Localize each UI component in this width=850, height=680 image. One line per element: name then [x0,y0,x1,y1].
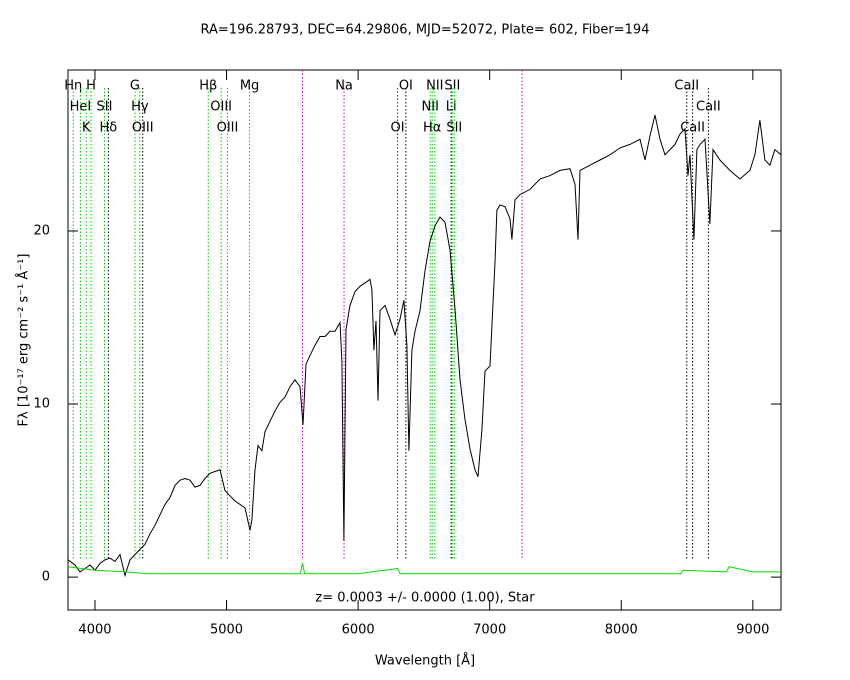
spectral-line-label: CaII [680,121,705,136]
spectral-line-label: Hβ [199,79,217,94]
annotation: z= 0.0003 +/- 0.0000 (1.00), Star [315,591,535,606]
spectral-line-label: Na [335,79,353,94]
x-tick-label: 6000 [342,623,375,638]
chart-title: RA=196.28793, DEC=64.29806, MJD=52072, P… [201,23,650,38]
spectral-line-label: SII [446,121,462,136]
x-tick-label: 9000 [736,623,769,638]
spectral-line-label: OI [391,121,405,136]
spectral-line-label: Mg [240,79,259,94]
x-tick-label: 8000 [605,623,638,638]
spectral-line-label: HeI [70,100,92,115]
flux-line [67,114,782,578]
spectral-line-label: H [86,79,96,94]
y-tick-label: 20 [33,223,50,238]
spectral-line-label: Li [446,100,457,115]
spectral-line-label: Hη [64,79,82,94]
y-tick-label: 10 [33,397,50,412]
y-axis-label: Fλ [10⁻¹⁷ erg cm⁻² s⁻¹ Å⁻¹] [16,254,32,427]
spectral-line-label: OIII [132,121,154,136]
x-tick-label: 4000 [78,623,111,638]
spectral-line-label: Hδ [100,121,118,136]
y-tick-label: 0 [42,570,50,585]
spectral-line-label: CaII [696,100,721,115]
x-tick-label: 5000 [210,623,243,638]
plot-frame [67,69,782,611]
spectral-line-label: OIII [217,121,239,136]
spectral-line-label: G [130,79,140,94]
spectral-line-label: SII [96,100,112,115]
spectral-line-label: NII [426,79,443,94]
spectral-line-label: Hα [423,121,441,136]
error-line [67,563,781,575]
spectral-line-label: Hγ [131,100,149,115]
x-axis-label: Wavelength [Å] [375,653,475,669]
spectral-line-label: OIII [210,100,232,115]
spectral-line-label: SII [444,79,460,94]
spectral-line-label: OI [399,79,413,94]
x-tick-label: 7000 [473,623,506,638]
spectral-line-label: CaII [674,79,699,94]
spectral-line-label: NII [422,100,439,115]
spectral-line-label: K [82,121,91,136]
